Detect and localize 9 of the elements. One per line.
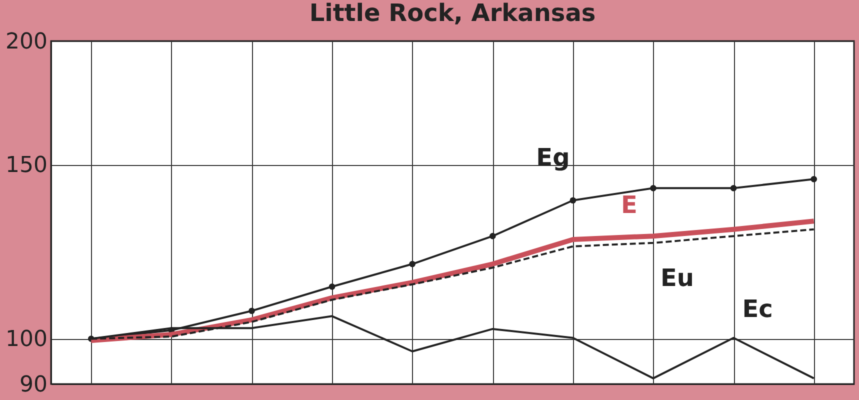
series-label: E	[621, 191, 638, 220]
series-label: Eu	[660, 264, 694, 292]
y-tick-label: 150	[6, 153, 48, 178]
series-label: Ec	[742, 294, 773, 323]
chart-title: Little Rock, Arkansas	[309, 0, 596, 27]
y-tick-label: 90	[20, 372, 48, 398]
series-label: Eg	[536, 143, 570, 172]
y-tick-label: 100	[6, 327, 48, 352]
y-tick-label: 200	[6, 30, 48, 54]
